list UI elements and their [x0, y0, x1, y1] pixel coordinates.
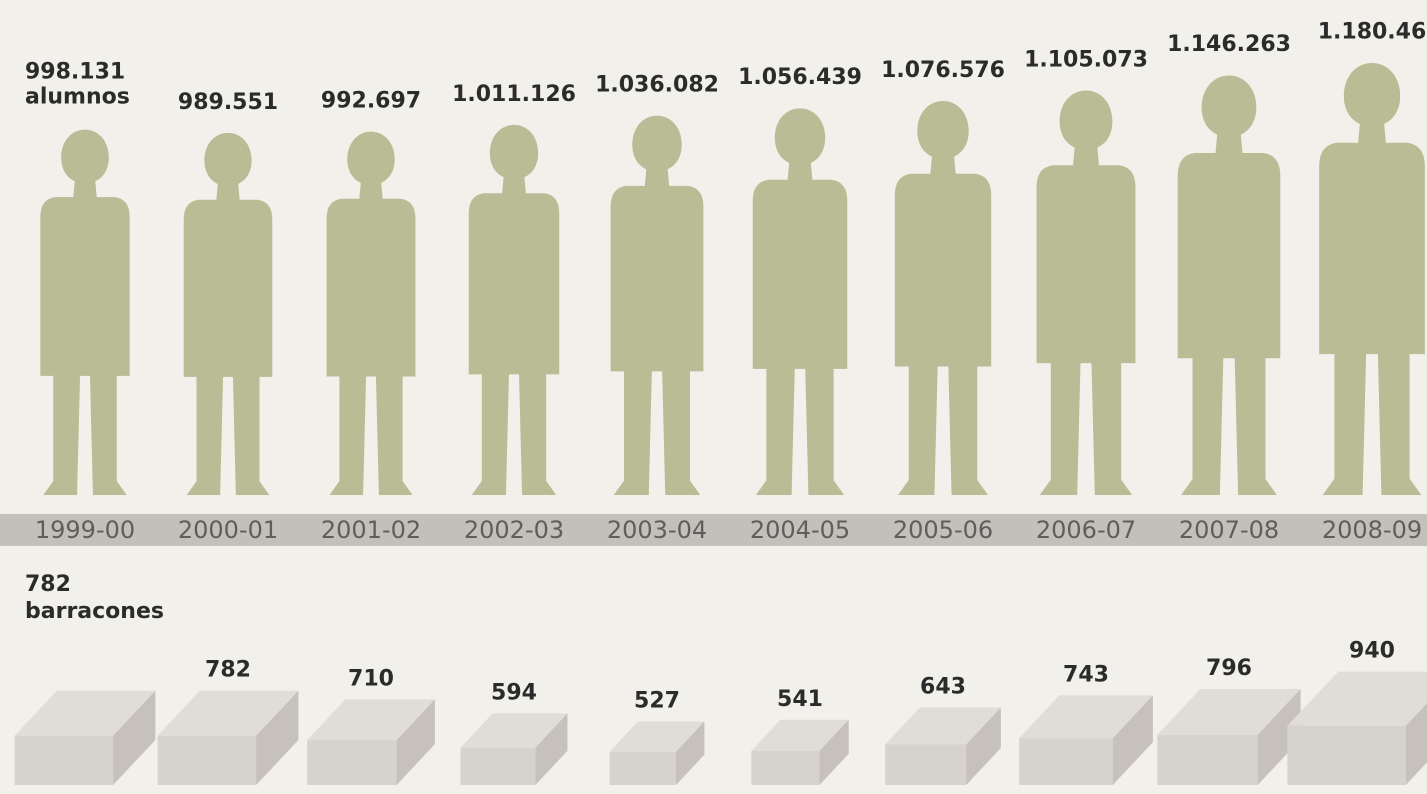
x-tick-label: 2003-04 [607, 516, 707, 544]
block-top [14, 690, 156, 736]
value-label: 710 [348, 666, 394, 691]
block-top [307, 699, 435, 741]
year-band [0, 514, 1427, 546]
value-label: 796 [1206, 656, 1252, 681]
block-front [1019, 738, 1113, 785]
block-side [675, 721, 705, 785]
block-front [14, 735, 114, 785]
value-label: 1.011.126 [452, 82, 576, 107]
barracon-block [460, 713, 568, 785]
x-tick-label: 2001-02 [321, 516, 421, 544]
value-label: 782 [25, 572, 71, 597]
value-label: 1.076.576 [881, 58, 1005, 83]
block-front [307, 740, 397, 785]
barracon-block [14, 690, 156, 785]
block-side [535, 713, 568, 785]
x-tick-label: 2005-06 [893, 516, 993, 544]
x-tick-label: 2000-01 [178, 516, 278, 544]
x-tick-label: 2006-07 [1036, 516, 1136, 544]
value-label: 594 [491, 680, 537, 705]
value-label: 1.146.263 [1167, 32, 1291, 57]
block-side [1405, 703, 1427, 785]
value-label: 940 [1349, 639, 1395, 664]
block-front [460, 747, 536, 785]
value-label: 998.131 [25, 60, 125, 85]
student-figure [40, 129, 130, 495]
student-figure [752, 108, 848, 495]
block-side [966, 707, 1001, 785]
student-figure [326, 131, 416, 495]
block-side [256, 690, 299, 785]
block-top [1157, 689, 1301, 735]
x-tick-label: 2007-08 [1179, 516, 1279, 544]
value-label: 782 [205, 658, 251, 683]
block-front [609, 751, 676, 785]
block-top [609, 721, 705, 752]
block-side [819, 719, 849, 785]
student-figure [1319, 62, 1425, 496]
barracon-block [1287, 671, 1427, 785]
student-figure [1177, 75, 1281, 495]
block-side [113, 690, 156, 785]
block-side [396, 699, 435, 785]
block-side [1257, 689, 1301, 785]
barracon-block [1157, 689, 1301, 785]
value-label: 1.105.073 [1024, 47, 1148, 72]
value-label: 743 [1063, 662, 1109, 687]
block-top [885, 707, 1001, 745]
student-figure [894, 100, 992, 495]
student-figure [610, 115, 704, 496]
student-figure [183, 132, 273, 495]
block-front [885, 744, 967, 785]
value-label: 1.180.46 [1318, 20, 1427, 45]
student-figure [468, 124, 560, 495]
barracon-block [885, 707, 1001, 785]
value-label: 527 [634, 688, 680, 713]
value-label: 992.697 [321, 89, 421, 114]
value-label: 1.036.082 [595, 73, 719, 98]
value-label: 643 [920, 674, 966, 699]
x-tick-label: 1999-00 [35, 516, 135, 544]
x-tick-label: 2008-09 [1322, 516, 1422, 544]
block-front [1157, 734, 1258, 785]
student-figure [1036, 90, 1136, 495]
block-top [1287, 671, 1427, 726]
block-top [1019, 695, 1153, 739]
barracon-block [609, 721, 705, 785]
x-tick-label: 2004-05 [750, 516, 850, 544]
block-front [1287, 725, 1406, 785]
barracon-block [751, 719, 849, 785]
value-label: 1.056.439 [738, 65, 862, 90]
barracon-block [1019, 695, 1153, 785]
block-front [157, 735, 257, 785]
value-label: 989.551 [178, 90, 278, 115]
value-label: 541 [777, 687, 823, 712]
series-label: alumnos [25, 85, 130, 110]
block-side [1112, 695, 1153, 785]
barracon-block [157, 690, 299, 785]
block-top [157, 690, 299, 736]
x-tick-label: 2002-03 [464, 516, 564, 544]
series-label: barracones [25, 599, 164, 624]
block-top [751, 719, 849, 751]
block-front [751, 750, 820, 785]
block-top [460, 713, 568, 748]
barracon-block [307, 699, 435, 785]
